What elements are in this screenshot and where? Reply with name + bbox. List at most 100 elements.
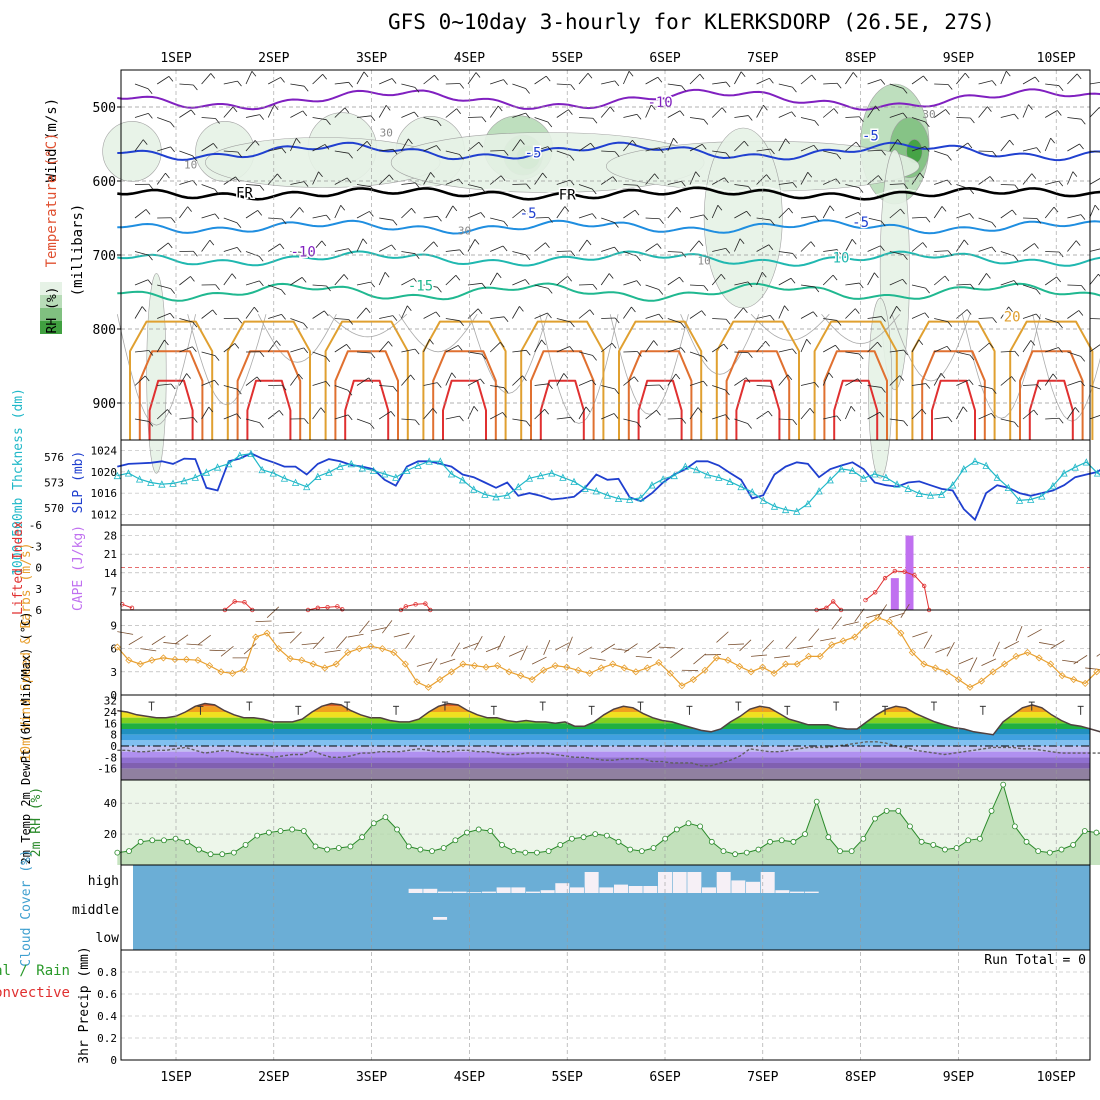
temperature-label: FR [236, 185, 253, 201]
wind-barb-10m [266, 606, 280, 619]
wind-barb-flag [832, 274, 838, 281]
wind-barb [956, 239, 965, 252]
wind-barb [1022, 104, 1029, 118]
wind-barb [268, 147, 282, 152]
wind-barb [467, 351, 482, 355]
wind-barb [822, 205, 831, 219]
li-point [403, 604, 409, 609]
temp-band [121, 723, 1090, 729]
wind-barb [911, 242, 923, 252]
wind-barb-flag [813, 145, 819, 151]
li-point [831, 599, 836, 604]
thickness-point [637, 493, 645, 502]
wind-barb-flag [302, 110, 308, 117]
wind-barb-flag [480, 378, 485, 385]
wind-speed-point [470, 662, 479, 670]
wind-barb [911, 146, 926, 152]
thickness-point [403, 466, 411, 474]
wind-barb [201, 309, 213, 319]
wind-barb-flag [940, 373, 946, 379]
wind-barb-10m [935, 646, 951, 653]
wind-barb-flag [1079, 143, 1084, 150]
wind-barb [712, 150, 727, 154]
wind-barb [645, 76, 659, 85]
wind-barb [712, 385, 726, 391]
wind-barb [223, 150, 238, 153]
rh-point [161, 837, 167, 844]
slp-tick-label: 1020 [91, 466, 118, 479]
wind-barb [1089, 204, 1096, 219]
wind-barb-flag [835, 344, 840, 351]
wind-barb-flag [900, 208, 905, 215]
rh-label: 10 [697, 255, 710, 268]
wind-barb [490, 412, 503, 420]
wind-barb [201, 379, 215, 386]
wind-speed-point [839, 637, 847, 645]
wind-barb-10m [347, 633, 364, 638]
wind-barb-flag [1036, 218, 1042, 224]
wind-speed-point [413, 678, 421, 686]
wind-barb [712, 414, 726, 420]
wind-barb-flag [237, 151, 243, 158]
wind-barb [1045, 347, 1059, 353]
wind-barb [823, 249, 838, 252]
wind-barb-flag [192, 321, 198, 328]
wind-barb-flag [903, 420, 908, 427]
temp-band [121, 751, 1090, 758]
wind-barb-flag [858, 187, 864, 193]
wind-barb-flag [324, 310, 329, 317]
wind-barb-flag [296, 138, 301, 144]
rh-point [592, 831, 599, 837]
wind-barb [268, 217, 283, 220]
rh-point [405, 843, 412, 850]
wind-barb [867, 245, 881, 252]
wind-barb [623, 71, 630, 85]
wind-barb-flag [1031, 173, 1037, 179]
wind-barb-flag [1013, 280, 1019, 286]
thickness-point [258, 465, 266, 474]
wind-barb-flag [653, 340, 658, 346]
li-point [921, 583, 927, 589]
wind-barb-flag [411, 208, 416, 214]
wind-barb-10m [451, 642, 461, 657]
warm-isotherm [442, 379, 487, 440]
wind-barb [423, 284, 438, 288]
wind-speed-point [643, 664, 651, 672]
panel-frame [120, 439, 1091, 526]
wind-barb-flag [452, 205, 458, 212]
wind-tick-label: 9 [110, 619, 117, 632]
wind-barb [157, 312, 171, 319]
wind-barb [667, 83, 682, 87]
wind-barb [1089, 248, 1100, 252]
wind-barb-flag [989, 176, 995, 182]
wind-barb-flag [430, 172, 435, 178]
wind-speed-point [240, 665, 248, 674]
wind-barb-flag [567, 275, 572, 282]
wind-barb-flag [874, 272, 879, 279]
wind-barb-flag [170, 217, 176, 224]
li-tick-label: 6 [35, 604, 42, 617]
wind-barb-flag [391, 244, 396, 251]
wind-barb-flag [703, 119, 709, 125]
wind-barb [423, 215, 438, 219]
wind-barb-flag [702, 356, 708, 362]
wind-barb [601, 385, 615, 390]
wind-barb-flag [836, 320, 842, 326]
rh-label: 10 [184, 158, 197, 171]
thickness-point [303, 482, 311, 491]
wind-speed-point [505, 668, 513, 676]
wind-barb-flag [656, 243, 662, 249]
wind-barb-flag [215, 284, 220, 291]
date-label-bottom: 9SEP [943, 1070, 974, 1085]
wind-barb-flag [299, 207, 304, 213]
temp-band [121, 695, 1090, 701]
slp-tick-label: 1024 [91, 445, 118, 458]
wind-barb-flag [811, 74, 817, 81]
high-cloud-bar [613, 884, 628, 893]
wind-barb-10m [520, 645, 528, 661]
wind-barb [823, 344, 836, 353]
warm-isotherm [520, 320, 605, 440]
wind-speed-point [459, 660, 467, 668]
wind-barb-flag [881, 150, 886, 156]
wind-barb [1067, 117, 1082, 120]
